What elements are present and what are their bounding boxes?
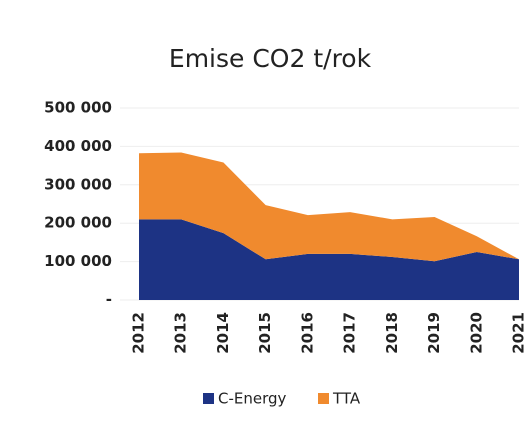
x-tick-label: 2014 — [214, 312, 232, 354]
y-tick-label: - — [106, 291, 112, 309]
x-tick-label: 2017 — [341, 312, 359, 354]
x-tick-label: 2021 — [510, 312, 528, 354]
x-tick-label: 2015 — [256, 312, 274, 354]
x-tick-label: 2013 — [172, 312, 190, 354]
x-tick-label: 2018 — [383, 312, 401, 354]
x-tick-label: 2020 — [467, 312, 485, 354]
legend-swatch — [318, 393, 329, 404]
y-tick-label: 400 000 — [44, 137, 112, 155]
area — [139, 152, 519, 262]
y-tick-label: 200 000 — [44, 214, 112, 232]
y-tick-label: 300 000 — [44, 175, 112, 193]
chart-title: Emise CO2 t/rok — [169, 44, 372, 73]
x-tick-label: 2012 — [130, 312, 148, 354]
area — [139, 219, 519, 300]
x-tick-label: 2016 — [298, 312, 316, 354]
legend-label: TTA — [332, 390, 361, 408]
y-tick-label: 500 000 — [44, 99, 112, 117]
x-tick-label: 2019 — [425, 312, 443, 354]
y-tick-label: 100 000 — [44, 252, 112, 270]
legend-swatch — [203, 393, 214, 404]
legend-label: C-Energy — [218, 390, 287, 408]
